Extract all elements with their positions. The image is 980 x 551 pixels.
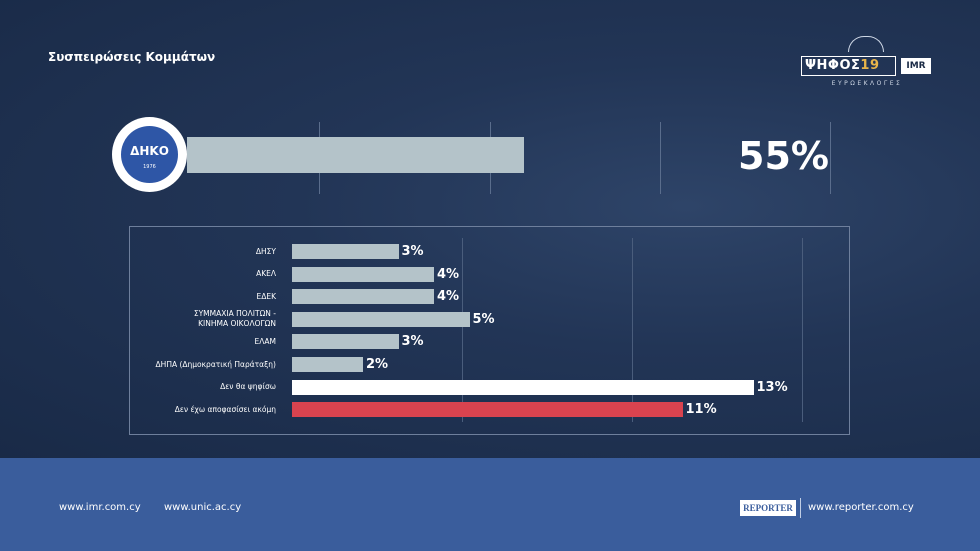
gridline xyxy=(632,238,633,422)
party-label: ΑΚΕΛ xyxy=(256,269,276,279)
party-bar xyxy=(292,311,470,327)
party-value-label: 5% xyxy=(472,311,495,327)
diko-bar xyxy=(187,137,524,173)
reporter-logo: REPORTER xyxy=(740,500,796,516)
party-label-line: ΔΗΠΑ (Δημοκρατική Παράταξη) xyxy=(155,359,276,369)
party-label: ΔΗΠΑ (Δημοκρατική Παράταξη) xyxy=(156,360,276,370)
party-value-label: 4% xyxy=(437,289,460,305)
party-label: ΔΗΣΥ xyxy=(256,247,276,257)
logo-title-box: ΨΗΦΟΣ19 xyxy=(801,56,896,76)
parties-chart-panel xyxy=(129,226,850,435)
gridline xyxy=(802,238,803,422)
party-value-label: 11% xyxy=(685,402,717,418)
party-bar xyxy=(292,402,683,418)
party-label: Δεν θα ψηφίσω xyxy=(220,382,276,392)
party-bar xyxy=(292,334,399,350)
reporter-link[interactable]: www.reporter.com.cy xyxy=(808,502,914,513)
party-label: ΕΔΕΚ xyxy=(256,292,276,302)
party-value-label: 13% xyxy=(756,379,788,395)
party-label-line: ΑΚΕΛ xyxy=(256,269,276,279)
party-label-line: Δεν θα ψηφίσω xyxy=(220,382,276,392)
party-value-label: 2% xyxy=(366,357,389,372)
gridline xyxy=(462,238,463,422)
gridline xyxy=(830,122,831,194)
psifos-logo: ΨΗΦΟΣ19 IMR ΕΥΡΩΕΚΛΟΓΕΣ xyxy=(801,34,933,94)
footer-band xyxy=(0,458,980,551)
party-label-line: ΚΙΝΗΜΑ ΟΙΚΟΛΟΓΩΝ xyxy=(198,319,276,329)
imr-logo: IMR xyxy=(901,58,931,74)
party-label-line: ΕΛΑΜ xyxy=(254,336,276,346)
party-value-label: 3% xyxy=(401,334,424,350)
party-label: Δεν έχω αποφασίσει ακόμη xyxy=(175,405,276,415)
party-value-label: 4% xyxy=(437,266,460,282)
imr-link[interactable]: www.imr.com.cy xyxy=(59,502,141,513)
party-label-line: Δεν έχω αποφασίσει ακόμη xyxy=(174,404,276,414)
party-bar xyxy=(292,266,434,282)
party-label: ΕΛΑΜ xyxy=(255,337,276,347)
footer-divider xyxy=(800,498,801,518)
party-bar xyxy=(292,379,754,395)
logo-subtitle: ΕΥΡΩΕΚΛΟΓΕΣ xyxy=(831,80,903,87)
party-label-line: ΔΗΣΥ xyxy=(255,246,276,256)
party-bar xyxy=(292,289,434,305)
parliament-dome-icon xyxy=(848,36,884,52)
party-label-line: ΣΥΜΜΑΧΙΑ ΠΟΛΙΤΩΝ - xyxy=(193,309,276,319)
party-bar xyxy=(292,244,399,259)
diko-value-label: 55% xyxy=(738,134,829,178)
party-value-label: 3% xyxy=(401,244,424,259)
unic-link[interactable]: www.unic.ac.cy xyxy=(164,502,242,513)
party-label: ΣΥΜΜΑΧΙΑ ΠΟΛΙΤΩΝ - ΚΙΝΗΜΑ ΟΙΚΟΛΟΓΩΝ xyxy=(194,309,276,329)
page-title: Συσπειρώσεις Κομμάτων xyxy=(48,50,216,64)
diko-party-logo: ΔΗΚΟ 1976 xyxy=(112,117,187,192)
party-bar xyxy=(292,357,363,372)
party-label-line: ΕΔΕΚ xyxy=(256,291,276,301)
gridline xyxy=(660,122,661,194)
